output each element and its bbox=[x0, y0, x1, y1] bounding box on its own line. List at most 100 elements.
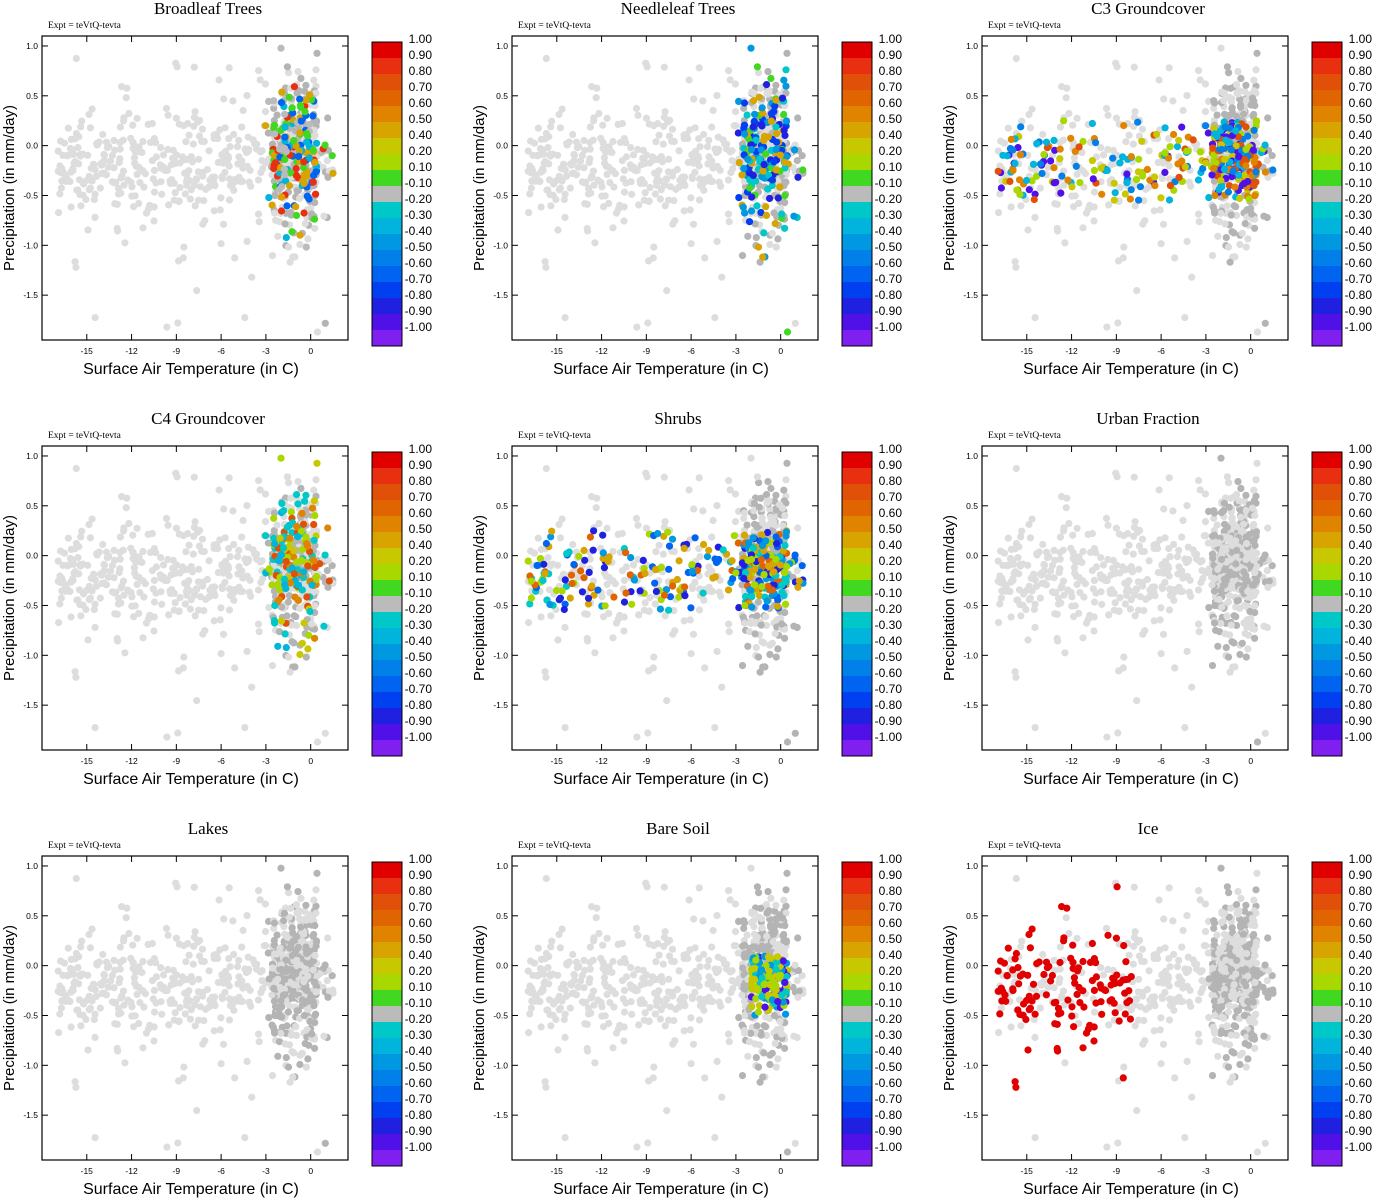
scatter-point bbox=[218, 567, 226, 576]
scatter-point bbox=[603, 524, 611, 532]
colorbar-swatch bbox=[842, 468, 872, 484]
scatter-point bbox=[772, 653, 780, 661]
scatter-point bbox=[286, 534, 294, 542]
scatter-point bbox=[98, 169, 106, 178]
scatter-point bbox=[139, 224, 147, 232]
scatter-point bbox=[181, 565, 190, 574]
colorbar-swatch bbox=[372, 724, 402, 740]
scatter-point bbox=[1204, 539, 1212, 547]
scatter-point bbox=[288, 104, 296, 112]
scatter-point bbox=[725, 218, 733, 226]
scatter-point bbox=[747, 587, 755, 595]
colorbar-label: 0.50 bbox=[1349, 112, 1373, 126]
scatter-point bbox=[780, 486, 788, 494]
scatter-point bbox=[765, 497, 773, 505]
colorbar-swatch bbox=[372, 580, 402, 596]
scatter-point bbox=[610, 593, 618, 601]
colorbar-swatch bbox=[842, 596, 872, 612]
scatter-point bbox=[1166, 143, 1174, 151]
scatter-point bbox=[718, 683, 726, 691]
scatter-point bbox=[782, 117, 791, 125]
scatter-point bbox=[724, 620, 733, 628]
scatter-point bbox=[241, 723, 249, 732]
colorbar-label: -0.40 bbox=[875, 634, 903, 648]
scatter-point bbox=[164, 521, 172, 529]
scatter-point bbox=[1142, 595, 1150, 603]
scatter-point bbox=[130, 203, 138, 211]
scatter-point bbox=[772, 243, 780, 251]
scatter-point bbox=[276, 586, 284, 594]
scatter-point bbox=[1187, 182, 1195, 190]
scatter-point bbox=[1217, 145, 1226, 154]
scatter-point bbox=[744, 232, 752, 240]
scatter-point bbox=[767, 484, 775, 493]
scatter-point bbox=[767, 74, 775, 82]
x-tick-label: -9 bbox=[1113, 346, 1121, 356]
scatter-point bbox=[215, 486, 223, 494]
scatter-point bbox=[748, 593, 756, 601]
scatter-point bbox=[601, 192, 609, 200]
scatter-point bbox=[57, 577, 65, 585]
scatter-point bbox=[556, 594, 565, 602]
scatter-point bbox=[211, 182, 219, 190]
scatter-point bbox=[271, 209, 279, 217]
scatter-point bbox=[554, 636, 562, 644]
scatter-point bbox=[665, 132, 674, 140]
scatter-point bbox=[669, 630, 677, 638]
scatter-point bbox=[182, 548, 190, 556]
scatter-point bbox=[287, 494, 295, 502]
scatter-point bbox=[651, 579, 659, 587]
scatter-point bbox=[191, 108, 199, 116]
scatter-point bbox=[294, 500, 302, 508]
scatter-point bbox=[526, 600, 534, 608]
scatter-point bbox=[190, 63, 198, 71]
colorbar-swatch bbox=[372, 548, 402, 564]
colorbar-label: -0.80 bbox=[875, 288, 903, 302]
scatter-point bbox=[1059, 546, 1067, 554]
scatter-point bbox=[708, 157, 716, 165]
scatter-point bbox=[780, 634, 789, 642]
scatter-point bbox=[1252, 168, 1260, 176]
scatter-point bbox=[290, 570, 298, 578]
scatter-point bbox=[1097, 144, 1105, 152]
scatter-point bbox=[75, 586, 84, 594]
scatter-point bbox=[654, 119, 662, 128]
y-tick-label: -1.5 bbox=[963, 290, 978, 300]
scatter-point bbox=[281, 171, 289, 179]
scatter-point bbox=[1229, 167, 1237, 175]
x-tick-label: -3 bbox=[262, 346, 270, 356]
colorbar-swatch bbox=[842, 484, 872, 500]
colorbar-label: 0.70 bbox=[409, 490, 433, 504]
scatter-point bbox=[1074, 557, 1082, 566]
colorbar-label: -0.60 bbox=[1345, 256, 1373, 270]
scatter-point bbox=[100, 560, 108, 569]
scatter-point bbox=[663, 696, 671, 705]
scatter-point bbox=[1183, 502, 1191, 510]
scatter-point bbox=[1104, 145, 1112, 154]
scatter-point bbox=[60, 139, 69, 147]
scatter-point bbox=[1125, 541, 1133, 549]
scatter-point bbox=[268, 661, 277, 670]
scatter-point bbox=[776, 183, 784, 191]
scatter-point bbox=[173, 473, 181, 481]
scatter-point bbox=[164, 555, 172, 564]
scatter-point bbox=[1121, 565, 1130, 574]
colorbar-label: 0.40 bbox=[409, 128, 433, 142]
scatter-point bbox=[1250, 158, 1258, 166]
scatter-point bbox=[1189, 546, 1197, 554]
scatter-point bbox=[758, 531, 766, 539]
scatter-point bbox=[54, 618, 63, 627]
scatter-point bbox=[1109, 154, 1117, 162]
scatter-point bbox=[539, 146, 547, 154]
scatter-point bbox=[524, 618, 533, 627]
scatter-point bbox=[57, 184, 66, 192]
colorbar-label: 0.10 bbox=[879, 160, 903, 174]
scatter-point bbox=[645, 197, 653, 206]
scatter-point bbox=[189, 140, 197, 148]
colorbar-label: -0.90 bbox=[875, 304, 903, 318]
scatter-point bbox=[632, 104, 641, 112]
scatter-point bbox=[1022, 176, 1031, 185]
x-tick-label: -12 bbox=[595, 346, 608, 356]
scatter-point bbox=[281, 630, 289, 638]
